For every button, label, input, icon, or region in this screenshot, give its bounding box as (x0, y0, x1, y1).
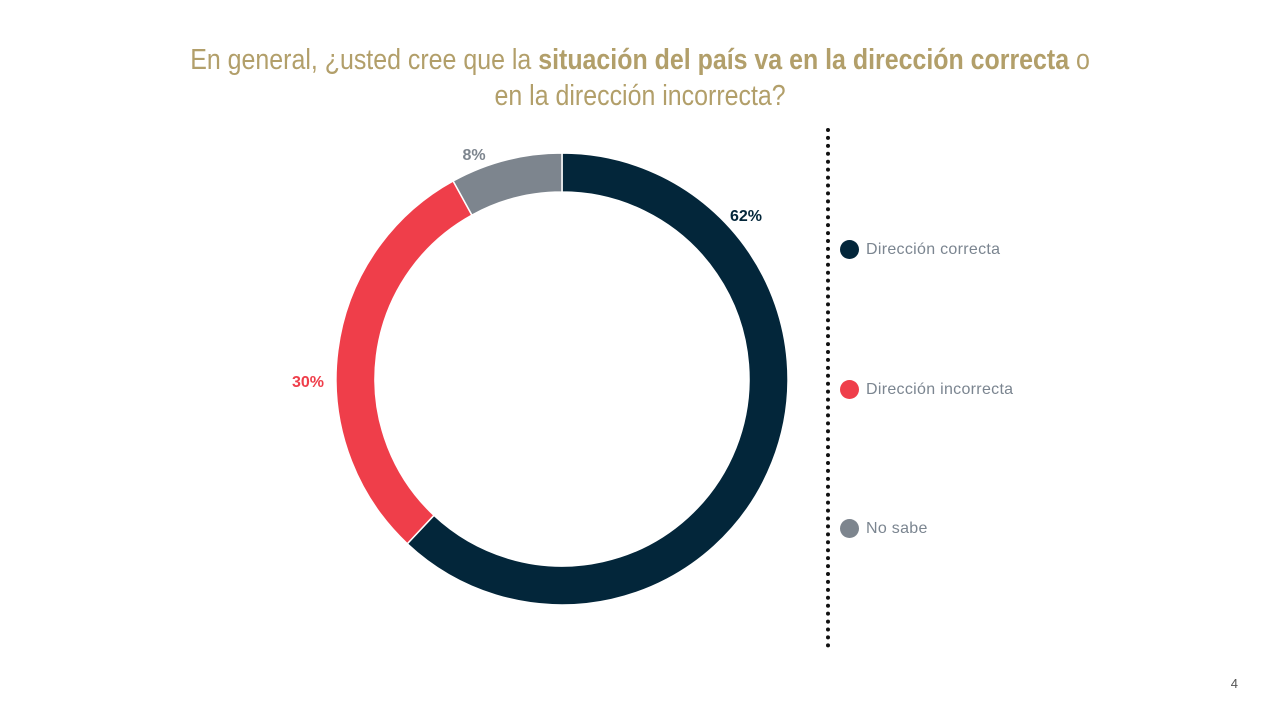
dotted-divider (826, 128, 830, 648)
legend-item-no-sabe: No sabe (840, 519, 928, 538)
page-number: 4 (1230, 676, 1238, 691)
title-line2: en la dirección incorrecta? (494, 80, 786, 112)
legend-dot (840, 240, 859, 259)
donut-slice-2 (452, 152, 563, 217)
legend-label: No sabe (866, 519, 928, 537)
donut-slice-1 (335, 179, 473, 545)
label-no-sabe: 8% (462, 147, 485, 164)
legend-dot (840, 519, 859, 538)
legend-label: Dirección incorrecta (866, 380, 1014, 398)
title-text-end: o (1069, 44, 1090, 76)
donut-slice-0 (406, 152, 789, 606)
legend-dot (840, 380, 859, 399)
label-incorrecta: 30% (292, 374, 324, 391)
legend-item-incorrecta: Dirección incorrecta (840, 380, 1013, 399)
legend-item-correcta: Dirección correcta (840, 240, 1000, 259)
label-correcta: 62% (730, 208, 762, 225)
legend-label: Dirección correcta (866, 240, 1001, 258)
title-bold: situación del país va en la dirección co… (538, 44, 1070, 76)
title-text: En general, ¿usted cree que la (190, 44, 539, 76)
chart-title: En general, ¿usted cree que la situación… (0, 42, 1280, 114)
